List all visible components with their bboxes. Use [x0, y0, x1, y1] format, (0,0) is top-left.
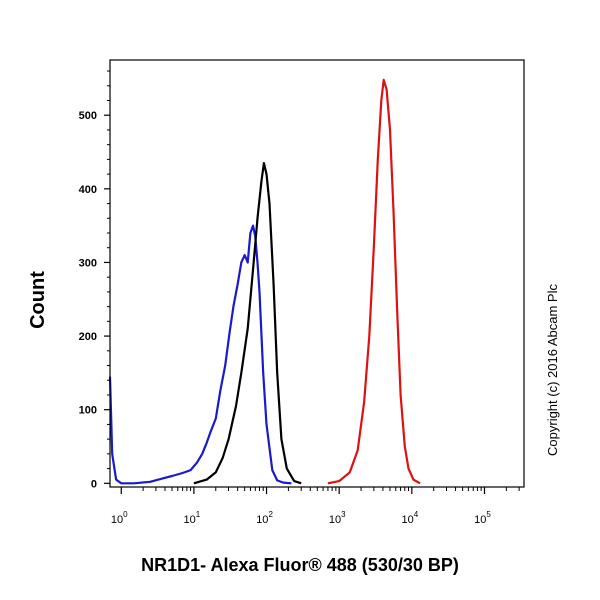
y-tick-label: 300	[79, 257, 97, 269]
x-tick-label: 102	[256, 510, 273, 526]
x-axis-label: NR1D1- Alexa Fluor® 488 (530/30 BP)	[141, 555, 459, 575]
series-line-3	[327, 78, 421, 485]
y-tick-label: 200	[79, 331, 97, 343]
x-tick-label: 104	[401, 510, 418, 526]
y-tick-label: 100	[79, 405, 97, 417]
x-tick-label: 105	[474, 510, 491, 526]
series-line-1	[108, 224, 292, 485]
y-tick-label: 0	[91, 478, 97, 490]
copyright-notice: Copyright (c) 2016 Abcam Plc	[545, 284, 560, 456]
x-tick-label: 103	[329, 510, 346, 526]
series-line-2	[193, 162, 302, 485]
y-axis-label: Count	[27, 271, 49, 329]
x-tick-label: 101	[184, 510, 201, 526]
x-tick-label: 100	[111, 510, 128, 526]
plot-frame	[109, 59, 525, 488]
y-tick-label: 500	[79, 110, 97, 122]
y-tick-label: 400	[79, 184, 97, 196]
